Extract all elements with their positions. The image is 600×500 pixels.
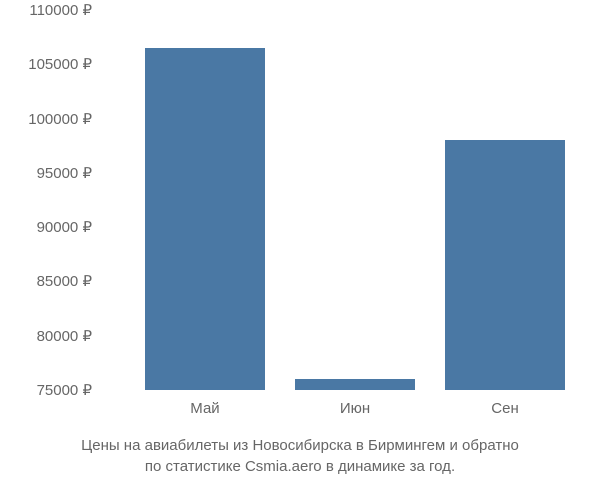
- y-tick-label: 85000 ₽: [37, 272, 92, 290]
- bar: [145, 48, 265, 390]
- y-tick-label: 75000 ₽: [37, 381, 92, 399]
- x-tick-label: Июн: [340, 400, 370, 417]
- y-tick-label: 105000 ₽: [28, 55, 92, 73]
- y-tick-label: 100000 ₽: [28, 110, 92, 128]
- bar: [295, 379, 415, 390]
- plot-area: [100, 10, 590, 390]
- x-tick-label: Сен: [491, 400, 518, 417]
- caption-line-2: по статистике Csmia.aero в динамике за г…: [0, 456, 600, 477]
- x-tick-label: Май: [190, 400, 219, 417]
- y-tick-label: 90000 ₽: [37, 218, 92, 236]
- chart-caption: Цены на авиабилеты из Новосибирска в Бир…: [0, 435, 600, 477]
- bar: [445, 140, 565, 390]
- caption-line-1: Цены на авиабилеты из Новосибирска в Бир…: [0, 435, 600, 456]
- y-tick-label: 95000 ₽: [37, 164, 92, 182]
- y-tick-label: 80000 ₽: [37, 327, 92, 345]
- chart-container: 75000 ₽ 80000 ₽ 85000 ₽ 90000 ₽ 95000 ₽ 10000…: [0, 0, 600, 500]
- y-tick-label: 110000 ₽: [29, 1, 92, 19]
